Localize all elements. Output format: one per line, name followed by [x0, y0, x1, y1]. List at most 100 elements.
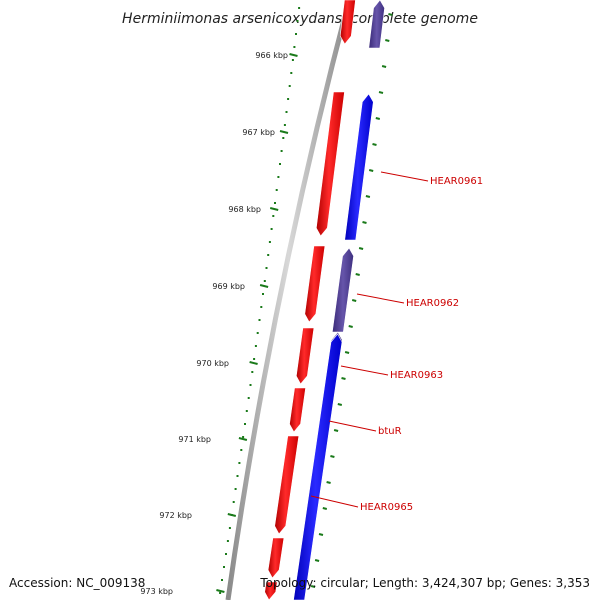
tick-dot: [295, 33, 297, 35]
tick-label-973: 973 kbp: [140, 587, 173, 596]
leader-line: [356, 293, 405, 304]
tick-label-970: 970 kbp: [196, 359, 229, 368]
major-tick: [269, 207, 279, 211]
tick-dot: [291, 59, 294, 61]
gc-tick: [375, 117, 381, 120]
gc-tick: [385, 39, 390, 42]
major-tick: [216, 589, 225, 593]
gc-tick: [310, 585, 316, 588]
tick-dot: [272, 215, 275, 217]
gene-label-btur[interactable]: btuR: [378, 426, 402, 437]
tick-track: [216, 7, 393, 594]
tick-dot: [219, 592, 222, 594]
tick-label-968: 968 kbp: [228, 205, 261, 214]
gc-tick: [355, 273, 360, 276]
tick-dot: [298, 7, 301, 9]
gc-tick: [337, 403, 343, 406]
tick-dot: [279, 163, 281, 165]
tick-dot: [234, 488, 237, 490]
gene-label-hear0965[interactable]: HEAR0965: [360, 502, 413, 513]
tick-label-966: 966 kbp: [255, 51, 288, 60]
tick-dot: [256, 332, 259, 334]
gene-label-hear0961[interactable]: HEAR0961: [430, 176, 483, 187]
tick-dot: [287, 98, 290, 100]
map-title: Herminiimonas arsenicoxydans, complete g…: [122, 11, 478, 27]
gc-tick: [326, 481, 331, 484]
major-tick: [259, 284, 269, 288]
forward-gene-arrow[interactable]: [289, 387, 306, 433]
major-tick: [227, 513, 237, 517]
tick-dot: [282, 137, 285, 139]
gc-tick: [388, 13, 393, 16]
major-tick: [249, 361, 258, 365]
tick-dot: [251, 371, 254, 373]
tick-dot: [238, 462, 241, 464]
major-tick: [279, 130, 289, 134]
tick-dot: [254, 345, 257, 347]
gene-label-hear0962[interactable]: HEAR0962: [406, 298, 459, 309]
leader-line: [328, 420, 377, 432]
tick-label-972: 972 kbp: [159, 511, 192, 520]
gc-tick: [344, 351, 350, 354]
forward-gene-arrow[interactable]: [267, 537, 285, 579]
gc-tick: [362, 221, 367, 224]
tick-dot: [225, 553, 227, 555]
leader-line: [340, 365, 389, 376]
gc-tick: [330, 455, 335, 458]
reverse-gene-arrow[interactable]: [293, 333, 343, 600]
genome-backbone: [225, 0, 352, 600]
tick-dot: [274, 202, 276, 204]
tick-dot: [249, 384, 252, 386]
reverse-gene-arrow[interactable]: [368, 0, 385, 49]
tick-dot: [288, 85, 291, 87]
tick-dot: [270, 228, 273, 230]
tick-dot: [283, 124, 286, 126]
footer-accession: Accession: NC_009138: [9, 576, 145, 590]
tick-dot: [236, 475, 239, 477]
forward-gene-arrow[interactable]: [304, 245, 326, 323]
tick-dot: [293, 46, 296, 48]
tick-dot: [221, 579, 223, 581]
gc-tick: [358, 247, 364, 250]
gc-tick: [348, 325, 353, 328]
tick-dot: [258, 319, 261, 321]
tick-dot: [296, 20, 299, 22]
major-tick: [289, 53, 298, 57]
tick-dot: [223, 566, 225, 568]
tick-label-971: 971 kbp: [178, 435, 211, 444]
gc-tick: [318, 533, 324, 536]
reverse-gene-arrow[interactable]: [344, 93, 374, 241]
tick-dot: [275, 189, 278, 191]
forward-gene-arrow[interactable]: [339, 0, 356, 45]
forward-gene-arrow[interactable]: [315, 91, 345, 237]
tick-dot: [242, 436, 245, 438]
footer-topology: Topology: circular; Length: 3,424,307 bp…: [259, 576, 590, 590]
tick-dot: [244, 423, 246, 425]
tick-dot: [228, 527, 231, 529]
gene-label-hear0963[interactable]: HEAR0963: [390, 370, 443, 381]
tick-dot: [260, 306, 263, 308]
leader-line: [380, 171, 429, 182]
gc-tick: [378, 91, 384, 94]
tick-dot: [226, 540, 229, 542]
gc-tick: [341, 377, 346, 380]
tick-dot: [262, 293, 264, 295]
forward-gene-arrow[interactable]: [274, 435, 300, 535]
forward-gene-arrow[interactable]: [295, 327, 315, 385]
tick-dot: [263, 280, 266, 282]
leader-line: [310, 495, 359, 508]
gc-tick: [333, 429, 339, 432]
gc-tick: [365, 195, 371, 198]
major-tick: [238, 437, 248, 441]
reverse-gene-arrow[interactable]: [331, 247, 354, 333]
gc-tick: [368, 169, 374, 172]
tick-dot: [245, 410, 248, 412]
gc-tick: [351, 299, 357, 302]
tick-label-967: 967 kbp: [242, 128, 275, 137]
forward-gene-arrow[interactable]: [264, 581, 278, 600]
gc-tick: [314, 559, 320, 562]
tick-dot: [232, 501, 235, 503]
tick-dot: [268, 241, 271, 243]
tick-dot: [240, 449, 243, 451]
